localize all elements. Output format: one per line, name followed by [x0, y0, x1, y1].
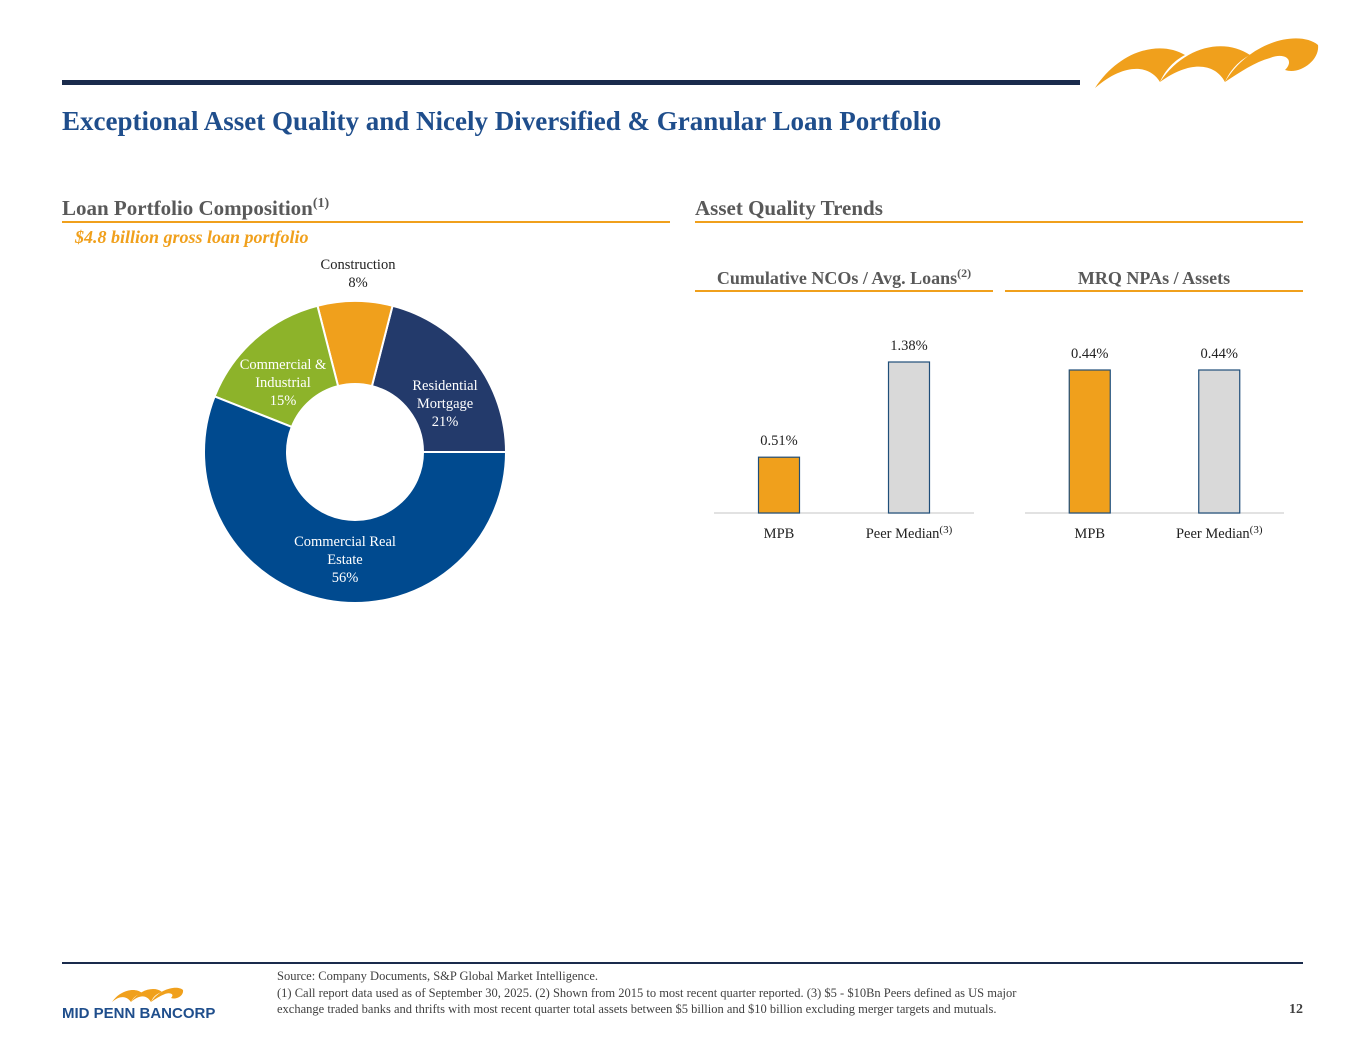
footnote: (1) Call report data used as of Septembe…	[277, 986, 1017, 1000]
slice-value-label: 15%	[269, 393, 297, 409]
value-label: 0.44%	[1071, 346, 1108, 362]
category-name: MPB	[1074, 526, 1105, 542]
slice-label: Construction 8%	[303, 256, 413, 292]
value-label: 0.44%	[1201, 346, 1238, 362]
section-title-text: Loan Portfolio Composition	[62, 196, 313, 220]
section-title: Loan Portfolio Composition(1)	[62, 196, 330, 220]
bar	[757, 456, 801, 514]
slice-label: Commercial & Industrial 15%	[233, 356, 333, 410]
footer-logo: MID PENN BANCORP	[62, 1005, 215, 1022]
x-tick-label: Peer Median(3)	[1176, 524, 1263, 542]
x-tick-label: Peer Median(3)	[866, 524, 953, 542]
chart-title-text: Cumulative NCOs / Avg. Loans	[717, 268, 957, 288]
bar	[887, 361, 931, 514]
section-subtitle: $4.8 billion gross loan portfolio	[74, 227, 309, 247]
slice-category: Construction	[320, 257, 396, 273]
slice-category: Residential Mortgage	[412, 378, 478, 412]
chart-title-text: MRQ NPAs / Assets	[1078, 268, 1230, 288]
page-number: 12	[1289, 1002, 1303, 1017]
slice-value-label: 8%	[348, 275, 368, 291]
bar	[1198, 369, 1241, 514]
category-name: Peer Median	[866, 526, 940, 542]
source-note: Source: Company Documents, S&P Global Ma…	[277, 969, 598, 983]
slice-value-label: 21%	[431, 414, 459, 430]
footnote-mark: (3)	[1250, 524, 1263, 536]
category-name: MPB	[764, 526, 795, 542]
slice-category: Commercial Real Estate	[294, 534, 396, 568]
footnote-mark: (1)	[313, 196, 330, 211]
slice-value-label: 56%	[331, 570, 359, 586]
pie-slice	[370, 304, 508, 453]
category-name: Peer Median	[1176, 526, 1250, 542]
chart-title: Cumulative NCOs / Avg. Loans(2)	[717, 266, 971, 288]
value-label: 1.38%	[890, 338, 927, 354]
slice-label: Commercial Real Estate 56%	[280, 533, 410, 587]
header-bar	[62, 80, 1080, 85]
section-title: Asset Quality Trends	[695, 196, 883, 220]
slide-title: Exceptional Asset Quality and Nicely Div…	[62, 106, 941, 136]
value-label: 0.51%	[760, 433, 797, 449]
slice-label: Residential Mortgage 21%	[405, 377, 485, 431]
footnote-mark: (3)	[939, 524, 952, 536]
footnote-mark: (2)	[957, 266, 971, 280]
plots: Cumulative NCOs / Avg. Loans(2) 0.51% MPB 1…	[203, 266, 1284, 604]
x-tick-label: MPB	[764, 526, 795, 542]
x-tick-label: MPB	[1074, 526, 1105, 542]
footnote: exchange traded banks and thrifts with m…	[277, 1002, 997, 1016]
pie-slice	[203, 395, 508, 604]
logo-swoosh	[1095, 38, 1319, 88]
bar	[1068, 369, 1111, 514]
footer-logo-swoosh	[112, 987, 184, 1002]
chart-title: MRQ NPAs / Assets	[1078, 268, 1230, 288]
slice-category: Commercial & Industrial	[239, 357, 327, 391]
